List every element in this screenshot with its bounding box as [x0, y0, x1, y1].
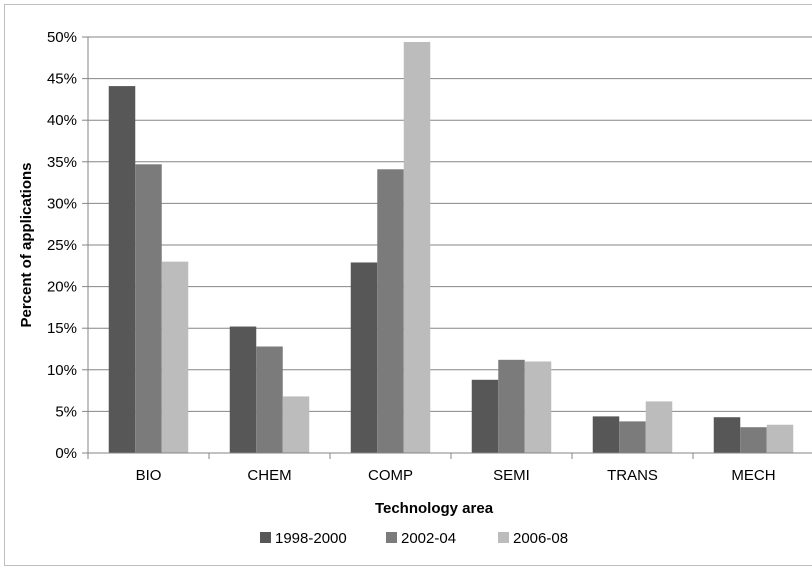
- legend-swatch: [498, 532, 509, 543]
- x-axis-title: Technology area: [375, 500, 494, 517]
- bar-mech-2002-04: [740, 427, 767, 453]
- bar-trans-2006-08: [645, 401, 673, 453]
- legend-label: 2002-04: [401, 530, 456, 547]
- y-tick-label: 30%: [47, 195, 77, 212]
- bar-bio-2002-04: [135, 164, 162, 453]
- bar-chem-2006-08: [282, 396, 310, 453]
- bar-chem-1998-2000: [229, 326, 257, 453]
- bar-trans-1998-2000: [592, 416, 620, 453]
- chart-frame: [4, 4, 812, 566]
- bars: [108, 41, 794, 453]
- y-tick-label: 45%: [47, 71, 77, 88]
- x-tick-label: TRANS: [607, 467, 658, 484]
- y-tick-label: 40%: [47, 112, 77, 129]
- legend: 1998-2000 2002-04 2006-08: [260, 530, 568, 547]
- bar-semi-2006-08: [524, 361, 552, 453]
- axes: 0% 5% 10% 15% 20% 25% 30% 35% 40% 45% 50% BIO CHEM CO…: [47, 29, 812, 484]
- bar-comp-2002-04: [377, 169, 404, 453]
- legend-swatch: [386, 532, 397, 543]
- y-tick-label: 50%: [47, 29, 77, 46]
- y-tick-label: 10%: [47, 362, 77, 379]
- legend-label: 2006-08: [513, 530, 568, 547]
- legend-swatch: [260, 532, 271, 543]
- x-tick-label: CHEM: [247, 467, 291, 484]
- bar-bio-2006-08: [161, 261, 189, 453]
- bar-comp-2006-08: [403, 41, 431, 453]
- bar-mech-1998-2000: [713, 417, 741, 453]
- y-tick-label: 25%: [47, 237, 77, 254]
- y-axis-title: Percent of applications: [18, 162, 35, 327]
- x-tick-label: BIO: [136, 467, 162, 484]
- y-tick-label: 15%: [47, 320, 77, 337]
- bar-chem-2002-04: [256, 346, 283, 453]
- y-tick-label: 35%: [47, 154, 77, 171]
- bar-semi-2002-04: [498, 359, 525, 453]
- bar-trans-2002-04: [619, 421, 646, 453]
- bar-semi-1998-2000: [471, 379, 499, 453]
- x-tick-label: SEMI: [493, 467, 530, 484]
- bar-mech-2006-08: [766, 424, 794, 453]
- bar-bio-1998-2000: [108, 86, 136, 453]
- bar-comp-1998-2000: [350, 262, 378, 453]
- legend-label: 1998-2000: [275, 530, 347, 547]
- x-tick-label: COMP: [368, 467, 413, 484]
- gridlines: [88, 36, 812, 412]
- y-tick-label: 20%: [47, 279, 77, 296]
- x-tick-label: MECH: [731, 467, 775, 484]
- y-tick-label: 0%: [55, 445, 77, 462]
- y-tick-label: 5%: [55, 403, 77, 420]
